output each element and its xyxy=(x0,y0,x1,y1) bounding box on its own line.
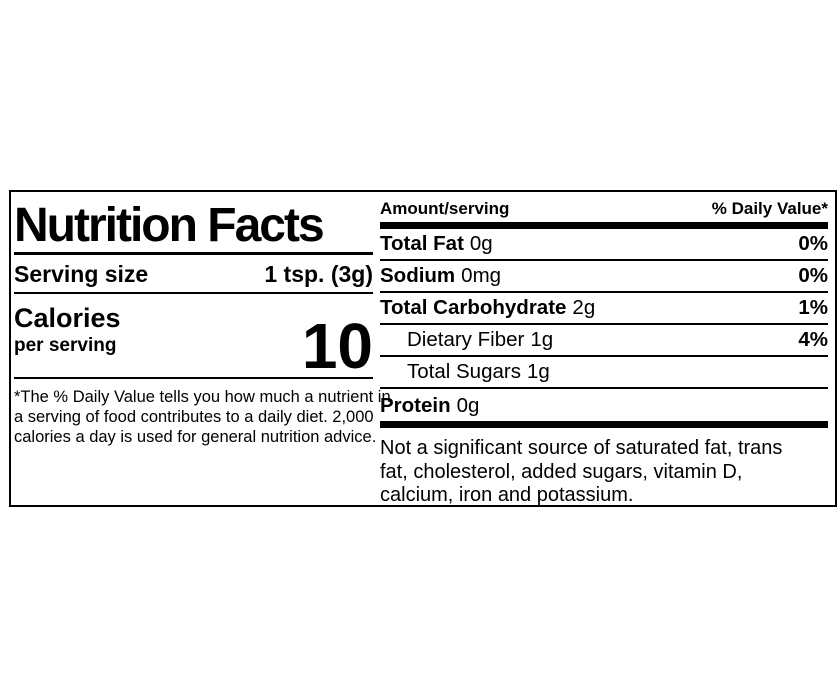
label-right-column: Amount/serving % Daily Value* Total Fat … xyxy=(380,192,828,508)
disclaimer-line: Not a significant source of saturated fa… xyxy=(380,437,783,459)
daily-value-header: % Daily Value* xyxy=(711,199,828,218)
nutrient-row-total-sugars: Total Sugars 1g xyxy=(380,357,828,389)
nutrient-amount: 2g xyxy=(572,296,596,319)
protein-separator-bar xyxy=(380,421,828,428)
not-significant-source-disclaimer: Not a significant source of saturated fa… xyxy=(380,437,828,508)
nutrition-label: Nutrition Facts Serving size 1 tsp. (3g)… xyxy=(9,190,837,507)
serving-size-value: 1 tsp. (3g) xyxy=(264,261,373,287)
nutrient-daily-value: 1% xyxy=(798,296,828,319)
label-title: Nutrition Facts xyxy=(14,192,373,255)
nutrient-name: Sodium xyxy=(380,264,456,287)
daily-value-footnote: *The % Daily Value tells you how much a … xyxy=(14,379,391,447)
nutrient-row-sodium: Sodium 0mg 0% xyxy=(380,261,828,293)
footnote-line: *The % Daily Value tells you how much a … xyxy=(14,388,391,406)
nutrient-amount: 1g xyxy=(526,360,550,383)
footnote-line: calories a day is used for general nutri… xyxy=(14,428,377,446)
disclaimer-line: calcium, iron and potassium. xyxy=(380,484,634,506)
nutrient-row-dietary-fiber: Dietary Fiber 1g 4% xyxy=(380,325,828,357)
nutrient-name: Total Fat xyxy=(380,232,464,255)
nutrient-amount: 0g xyxy=(456,394,480,417)
nutrient-row-total-carbohydrate: Total Carbohydrate 2g 1% xyxy=(380,293,828,325)
nutrient-daily-value: 0% xyxy=(798,264,828,287)
nutrient-amount: 1g xyxy=(530,328,554,351)
calories-label-group: Calories per serving xyxy=(14,303,121,372)
amount-serving-header: Amount/serving xyxy=(380,199,510,218)
table-header-row: Amount/serving % Daily Value* xyxy=(380,192,828,222)
disclaimer-line: fat, cholesterol, added sugars, vitamin … xyxy=(380,460,743,483)
serving-size-label: Serving size xyxy=(14,261,149,287)
nutrient-name: Total Sugars xyxy=(407,360,521,383)
nutrient-name: Dietary Fiber xyxy=(407,328,525,351)
nutrient-amount: 0g xyxy=(469,232,493,255)
calories-label: Calories xyxy=(14,303,121,333)
nutrient-row-total-fat: Total Fat 0g 0% xyxy=(380,229,828,261)
serving-size-row: Serving size 1 tsp. (3g) xyxy=(14,255,373,294)
calories-value: 10 xyxy=(301,310,373,383)
nutrient-row-protein: Protein 0g xyxy=(380,389,828,421)
nutrient-name: Total Carbohydrate xyxy=(380,296,567,319)
nutrient-amount: 0mg xyxy=(461,264,502,287)
calories-row: Calories per serving 10 xyxy=(14,294,373,379)
nutrient-daily-value: 4% xyxy=(798,328,828,351)
calories-sublabel: per serving xyxy=(14,334,117,356)
nutrient-daily-value: 0% xyxy=(798,232,828,255)
footnote-line: a serving of food contributes to a daily… xyxy=(14,408,374,426)
label-left-column: Nutrition Facts Serving size 1 tsp. (3g)… xyxy=(14,192,391,447)
header-separator-bar xyxy=(380,222,828,229)
nutrient-name: Protein xyxy=(380,394,451,417)
